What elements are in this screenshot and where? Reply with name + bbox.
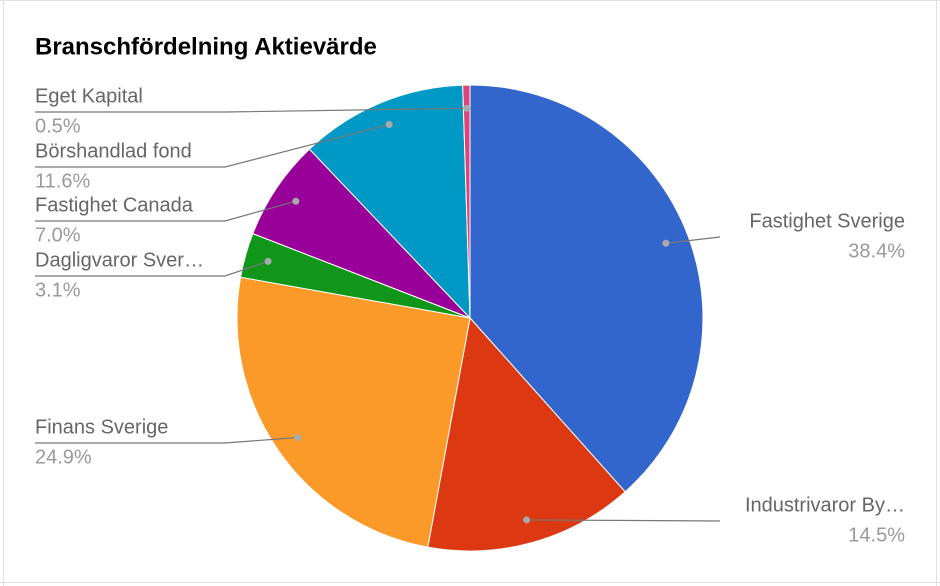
slice-value-label: 11.6% — [35, 170, 90, 192]
leader-line — [35, 200, 296, 222]
leader-dot — [294, 433, 302, 441]
slice-label: Dagligvaror Sver… — [35, 249, 204, 271]
slice-label: Finans Sverige — [35, 416, 168, 438]
slice-value-label: 0.5% — [35, 115, 81, 137]
pie-slice — [252, 148, 471, 319]
leader-line — [35, 123, 390, 168]
slice-label: Eget Kapital — [35, 85, 143, 107]
slice-value-label: 14.5% — [848, 524, 905, 546]
leader-line — [35, 107, 467, 113]
slice-value-label: 7.0% — [35, 224, 81, 246]
leader-line — [526, 519, 721, 522]
slice-label: Industrivaror By… — [745, 494, 905, 516]
slice-value-label: 24.9% — [35, 446, 92, 468]
slice-label: Börshandlad fond — [35, 140, 192, 162]
leader-dot — [523, 516, 531, 524]
pie-slice — [308, 84, 471, 320]
leader-line — [35, 436, 298, 444]
pie-slice — [427, 316, 626, 552]
pie-slice — [236, 276, 471, 548]
pie-slice — [462, 84, 471, 319]
slice-label: Fastighet Sverige — [749, 210, 905, 232]
leader-dot — [385, 121, 393, 129]
chart-title: Branschfördelning Aktievärde — [35, 33, 377, 60]
leader-dot — [463, 104, 471, 112]
slice-value-label: 38.4% — [848, 240, 905, 262]
leader-line — [35, 260, 269, 277]
leader-dot — [292, 197, 300, 205]
slice-value-label: 3.1% — [35, 279, 81, 301]
leader-line — [665, 236, 721, 244]
leader-dot — [662, 239, 670, 247]
leader-dot — [264, 257, 272, 265]
pie-slice — [469, 84, 704, 493]
slice-label: Fastighet Canada — [35, 194, 194, 216]
